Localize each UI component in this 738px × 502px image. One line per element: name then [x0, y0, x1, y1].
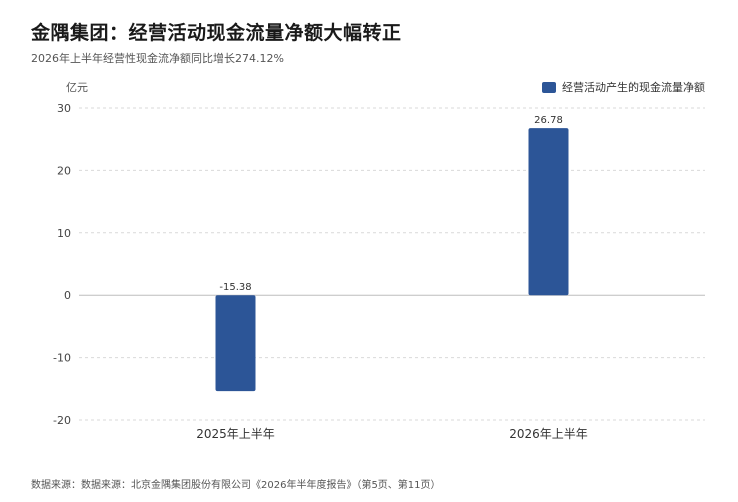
y-tick-label: -20 — [53, 414, 71, 427]
x-tick-label: 2026年上半年 — [509, 427, 588, 441]
y-tick-label: 20 — [57, 164, 71, 177]
legend-swatch — [542, 81, 556, 93]
legend: 经营活动产生的现金流量净额 — [542, 79, 705, 95]
source-note: 数据来源：数据来源：北京金隅集团股份有限公司《2026年半年度报告》（第5页、第… — [31, 480, 441, 491]
x-tick-label: 2025年上半年 — [196, 427, 275, 441]
y-tick-label: 0 — [64, 289, 71, 302]
chart-subtitle: 2026年上半年经营性现金流净额同比增长274.12% — [31, 52, 284, 65]
bar — [215, 295, 256, 392]
legend-label: 经营活动产生的现金流量净额 — [562, 81, 705, 94]
y-axis-unit: 亿元 — [66, 81, 88, 94]
y-tick-label: 10 — [57, 227, 71, 240]
y-tick-label: -10 — [53, 352, 71, 365]
data-label: 26.78 — [534, 115, 563, 126]
chart-title: 金隅集团：经营活动现金流量净额大幅转正 — [31, 22, 402, 44]
bar — [528, 128, 569, 296]
y-tick-label: 30 — [57, 102, 71, 115]
data-label: -15.38 — [219, 282, 251, 293]
